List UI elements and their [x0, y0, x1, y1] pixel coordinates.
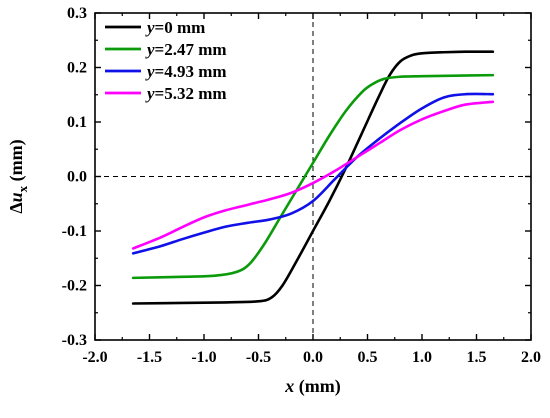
- legend-label-rest: =5.32 mm: [155, 84, 227, 103]
- x-axis-title-var: x: [284, 376, 294, 396]
- legend-label-rest: =4.93 mm: [155, 62, 227, 81]
- legend-label-2: y=4.93 mm: [145, 62, 227, 81]
- legend-label-1: y=2.47 mm: [145, 40, 227, 59]
- series-line-2: [131, 92, 495, 255]
- x-axis-title-unit: (mm): [294, 376, 340, 397]
- y-tick-label: 0.3: [67, 5, 87, 22]
- x-tick-label: -1.5: [137, 349, 162, 366]
- x-axis-title: x (mm): [284, 376, 340, 397]
- y-tick-label: -0.2: [62, 278, 87, 295]
- x-tick-label: 1.5: [467, 349, 487, 366]
- y-axis-title: Δux (mm): [6, 139, 30, 213]
- legend-label-var: y: [145, 40, 155, 59]
- y-tick-label: -0.1: [62, 223, 87, 240]
- x-tick-label: 2.0: [521, 349, 541, 366]
- legend-label-var: y: [145, 18, 155, 37]
- y-axis-title-unit: (mm): [6, 139, 27, 185]
- y-tick-label: 0.1: [67, 114, 87, 131]
- x-tick-label: -0.5: [246, 349, 271, 366]
- y-axis-title-delta: Δ: [6, 202, 26, 213]
- x-tick-label: -2.0: [82, 349, 107, 366]
- x-tick-label: 0.0: [303, 349, 323, 366]
- legend-label-rest: =0 mm: [155, 18, 206, 37]
- legend-label-3: y=5.32 mm: [145, 84, 227, 103]
- y-tick-label: 0.2: [67, 60, 87, 77]
- x-tick-label: 0.5: [358, 349, 378, 366]
- legend-label-var: y: [145, 62, 155, 81]
- legend-label-var: y: [145, 84, 155, 103]
- legend-label-rest: =2.47 mm: [155, 40, 227, 59]
- y-axis-title-sub: x: [15, 185, 30, 192]
- y-axis-title-var: u: [6, 192, 26, 202]
- x-tick-label: -1.0: [191, 349, 216, 366]
- legend-label-0: y=0 mm: [145, 18, 205, 37]
- series-line-1: [131, 73, 495, 280]
- y-tick-label: 0.0: [67, 169, 87, 186]
- x-tick-label: 1.0: [412, 349, 432, 366]
- y-tick-label: -0.3: [62, 332, 87, 349]
- series-line-3: [131, 100, 495, 250]
